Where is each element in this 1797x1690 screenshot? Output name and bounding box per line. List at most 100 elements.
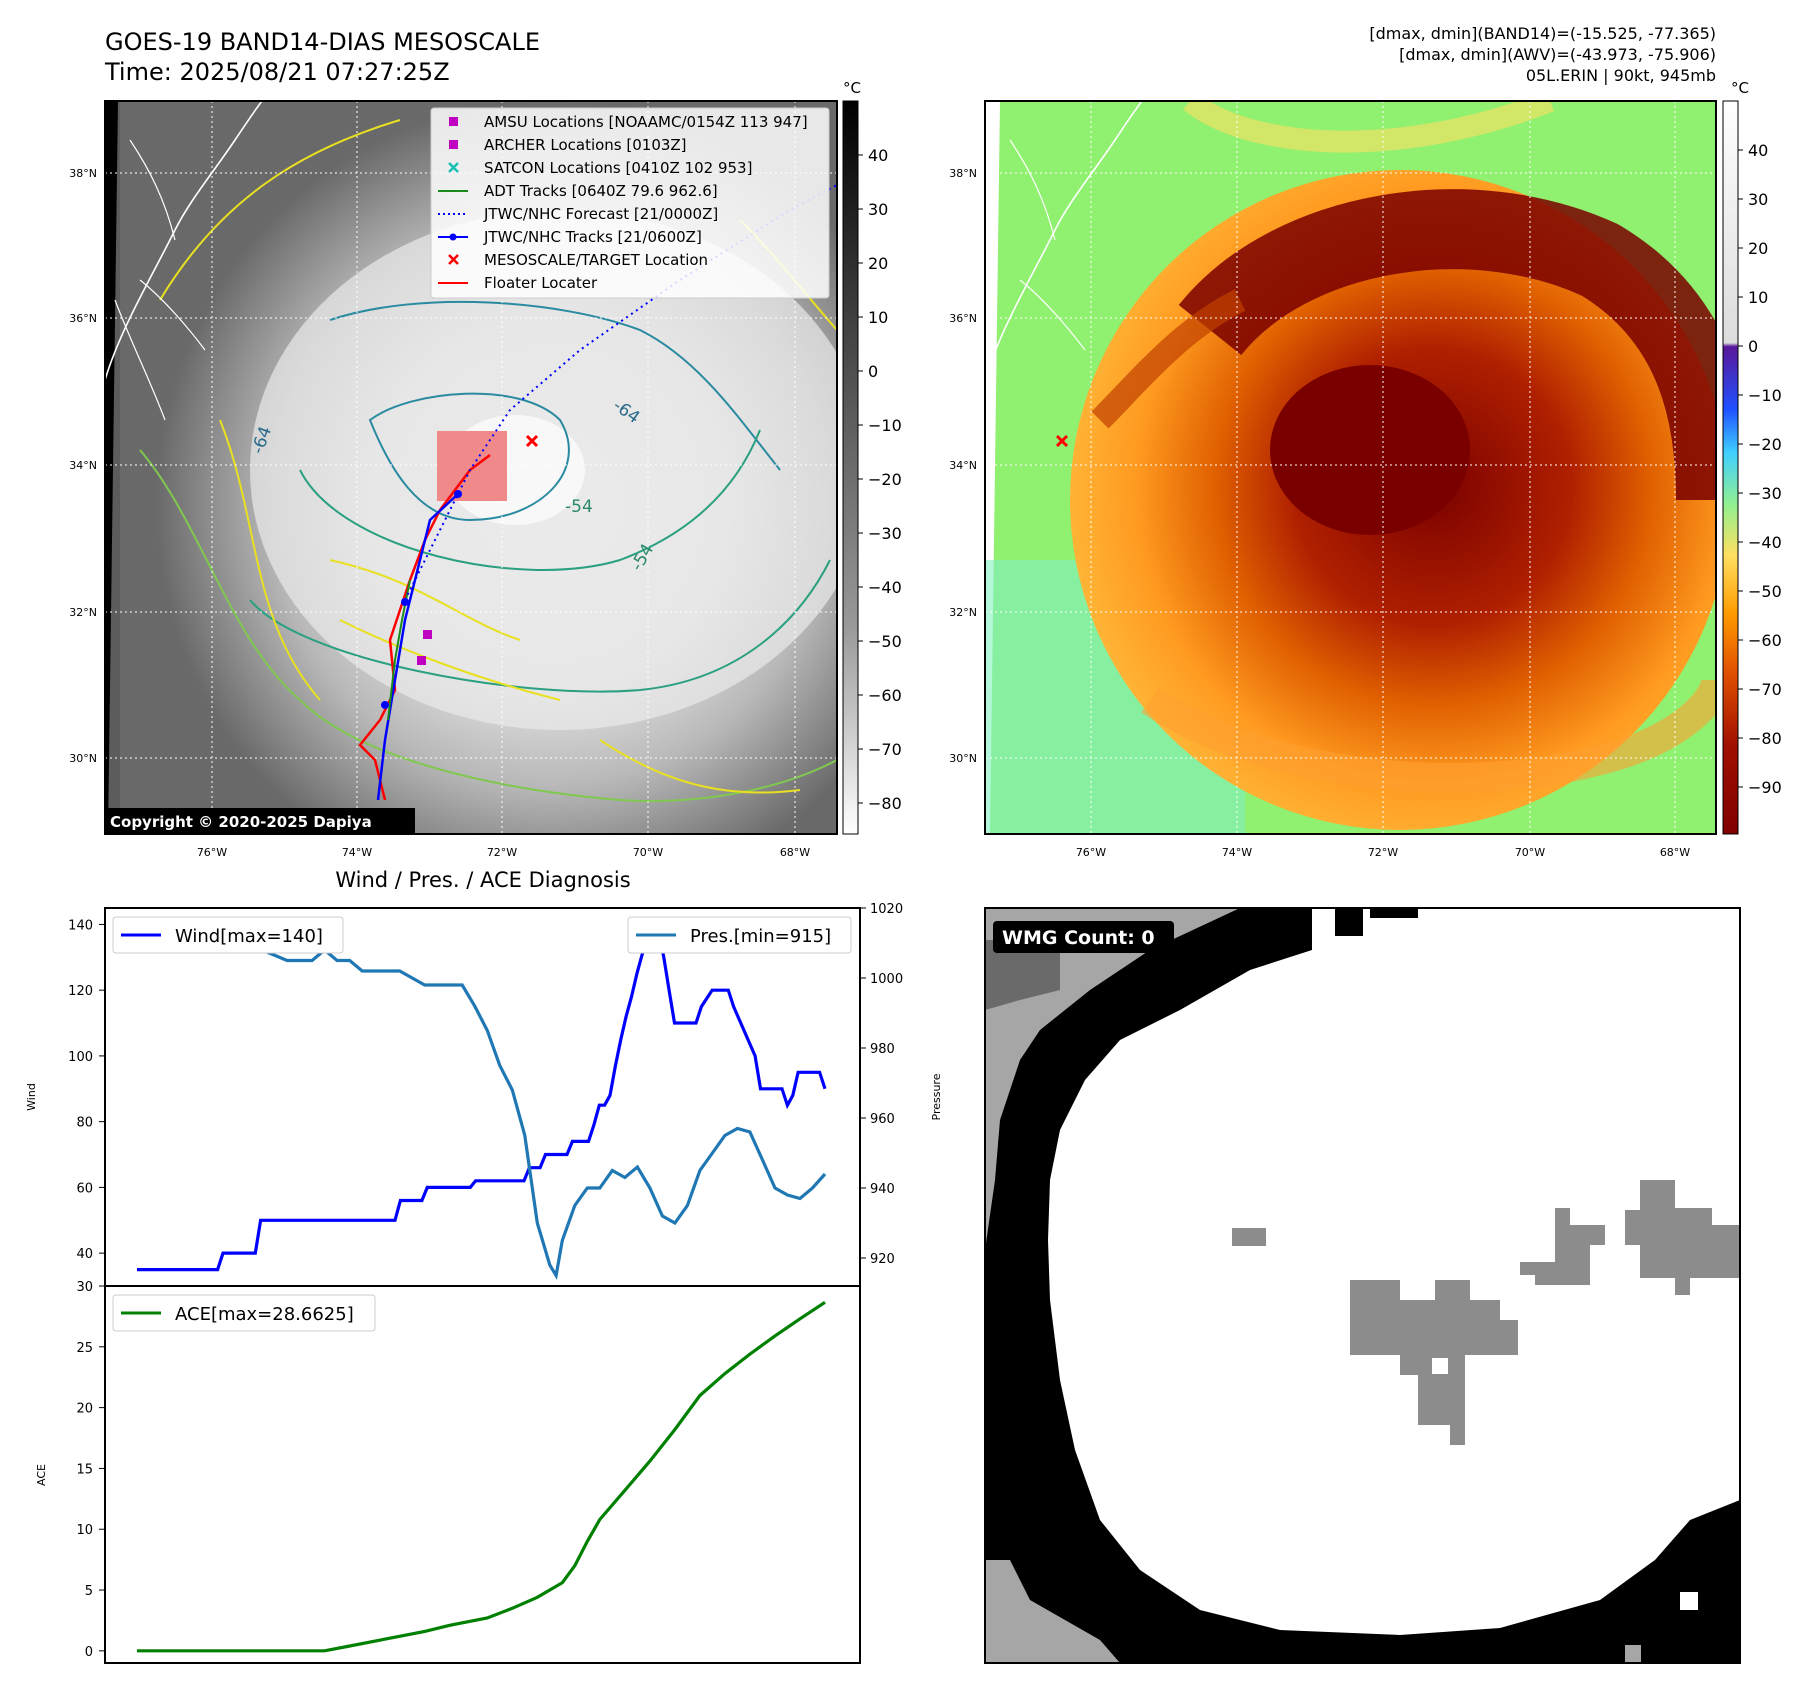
colorbar-tick-label: −30 (1748, 484, 1782, 503)
colorbar-tick-label: −40 (1748, 533, 1782, 552)
lat-label: 38°N (69, 167, 97, 180)
y-tick-label: 80 (76, 1116, 93, 1131)
colorbar-tick-label: 0 (868, 362, 878, 381)
archer-location (417, 656, 426, 665)
lat-label: 38°N (949, 167, 977, 180)
diag-line2: [dmax, dmin](AWV)=(-43.973, -75.906) (1399, 45, 1716, 64)
y-tick-label: 920 (870, 1252, 895, 1267)
colorbar-tick-label: 30 (1748, 190, 1768, 209)
floater-track (358, 454, 491, 801)
floater-box (437, 431, 507, 501)
y-tick-label: 140 (68, 918, 93, 933)
y-tick-label: 15 (76, 1462, 93, 1477)
mesoscale-target-marker (525, 434, 539, 448)
ir-colorbar-unit: °C (843, 79, 861, 97)
lon-label: 76°W (197, 846, 227, 859)
ace-chart[interactable]: 0 5 10 15 20 25 30 (76, 1280, 861, 1664)
y-tick-label: 1020 (870, 902, 903, 917)
legend-symbol (449, 140, 458, 149)
colorbar-tick-label: −90 (1748, 778, 1782, 797)
colorbar-tick-label: −80 (1748, 729, 1782, 748)
lon-label: 68°W (780, 846, 810, 859)
contour-label: -54 (565, 497, 593, 517)
awv-colorbar (1722, 100, 1739, 835)
wmg-count-bg (993, 921, 1174, 953)
colorbar-tick-label: 20 (1748, 239, 1768, 258)
lat-label: 36°N (949, 312, 977, 325)
lat-label: 30°N (69, 752, 97, 765)
legend-item: SATCON Locations [0410Z 102 953] (448, 159, 752, 177)
colorbar-tick-label: −60 (1748, 631, 1782, 650)
y-tick-label: 1000 (870, 972, 903, 987)
colorbar-tick-label: 40 (1748, 141, 1768, 160)
awv-target-marker (1055, 434, 1069, 448)
wind-pressure-chart[interactable]: 40 60 80 100 120 140 920 940 960 980 1000 1020 (68, 902, 903, 1287)
lon-label: 70°W (1515, 846, 1545, 859)
y-tick-label: 30 (76, 1280, 93, 1295)
storm-info: 05L.ERIN | 90kt, 945mb (1526, 66, 1716, 85)
wind-legend: Wind[max=140] (112, 916, 344, 954)
lon-label: 72°W (487, 846, 517, 859)
colorbar-tick-label: 10 (1748, 288, 1768, 307)
legend-label: ADT Tracks [0640Z 79.6 962.6] (484, 182, 718, 200)
legend-item: MESOSCALE/TARGET Location (448, 251, 708, 269)
lat-label: 32°N (69, 606, 97, 619)
lon-label: 74°W (342, 846, 372, 859)
ir-map-frame (104, 100, 838, 835)
pressure-legend: Pres.[min=915] (627, 916, 852, 954)
colorbar-tick-label: −30 (868, 524, 902, 543)
awv-map-panel[interactable] (985, 101, 1730, 834)
legend-item: JTWC/NHC Tracks [21/0600Z] (438, 228, 702, 246)
lon-label: 72°W (1368, 846, 1398, 859)
y-tick-label: 940 (870, 1182, 895, 1197)
ace-legend: ACE[max=28.6625] (112, 1294, 376, 1332)
legend-item: JTWC/NHC Forecast [21/0000Z] (438, 205, 718, 223)
legend-label: AMSU Locations [NOAAMC/0154Z 113 947] (484, 113, 808, 131)
ace-ylabel: ACE (35, 1464, 48, 1486)
y-tick-label: 0 (85, 1645, 93, 1660)
colorbar-tick-label: −40 (868, 578, 902, 597)
copyright-bg (105, 808, 415, 834)
ir-colorbar (842, 100, 859, 835)
legend-label: JTWC/NHC Forecast [21/0000Z] (483, 205, 718, 223)
legend-label: Floater Locater (484, 274, 598, 292)
legend-symbol (438, 233, 468, 241)
colorbar-tick-label: 20 (868, 254, 888, 273)
colorbar-tick-label: −20 (868, 470, 902, 489)
wmg-count-label: WMG Count: 0 (1002, 927, 1155, 949)
awv-colorbar-unit: °C (1731, 79, 1749, 97)
y-tick-label: 25 (76, 1341, 93, 1356)
legend-label: MESOSCALE/TARGET Location (484, 251, 708, 269)
awv-map-frame (984, 100, 1717, 835)
wind-line (137, 921, 827, 1272)
lat-label: 34°N (69, 459, 97, 472)
pressure-legend-label: Pres.[min=915] (690, 926, 831, 947)
diagnosis-title: Wind / Pres. / ACE Diagnosis (335, 868, 630, 892)
y-tick-label: 10 (76, 1523, 93, 1538)
y-tick-label: 960 (870, 1112, 895, 1127)
colorbar-tick-label: −60 (868, 686, 902, 705)
legend-item: Floater Locater (438, 274, 598, 292)
legend-symbol (448, 254, 459, 265)
lon-label: 74°W (1222, 846, 1252, 859)
wmg-panel[interactable] (985, 908, 1740, 1663)
title-line1: GOES-19 BAND14-DIAS MESOSCALE (105, 28, 540, 56)
lat-label: 32°N (949, 606, 977, 619)
ace-legend-label: ACE[max=28.6625] (175, 1304, 354, 1325)
colorbar-tick-label: 30 (868, 200, 888, 219)
lat-label: 30°N (949, 752, 977, 765)
legend-symbol (449, 117, 458, 126)
colorbar-tick-label: 0 (1748, 337, 1758, 356)
wind-legend-label: Wind[max=140] (175, 926, 323, 947)
jtwc-point (454, 490, 462, 498)
colorbar-tick-label: −50 (868, 632, 902, 651)
jtwc-track (376, 493, 459, 801)
legend-symbol (448, 162, 459, 173)
jtwc-point (401, 598, 409, 606)
legend-item: ARCHER Locations [0103Z] (449, 136, 687, 154)
colorbar-tick-label: −80 (868, 794, 902, 813)
ace-line (137, 1300, 826, 1653)
colorbar-tick-label: −70 (1748, 680, 1782, 699)
legend-label: ARCHER Locations [0103Z] (484, 136, 687, 154)
title-line2: Time: 2025/08/21 07:27:25Z (104, 58, 450, 86)
